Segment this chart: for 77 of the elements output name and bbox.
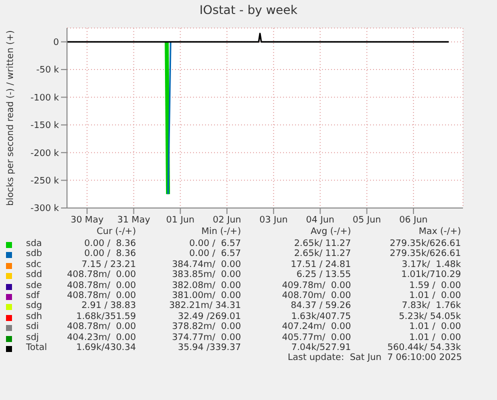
- text: Avg (-/+): [310, 227, 351, 237]
- legend-label: sdj: [26, 332, 39, 343]
- text: 35.94 /339.37: [176, 343, 241, 353]
- y-tick-label: -100 k: [30, 93, 60, 104]
- text: 404.23m/ 0.00: [66, 332, 136, 343]
- text: 2.91 / 38.83: [81, 301, 136, 312]
- x-tick-label: 06 Jun: [399, 215, 428, 226]
- text: Cur (-/+): [96, 227, 136, 237]
- y-tick-label: -250 k: [30, 176, 60, 187]
- text: 7.83k/ 1.76k: [400, 301, 461, 312]
- text: 378.82m/ 0.00: [170, 322, 241, 332]
- text: 408.78m/ 0.00: [66, 270, 136, 280]
- text: 382.21m/ 34.31: [168, 301, 241, 312]
- text: 84.37 / 59.26: [290, 301, 351, 312]
- text: 409.78m/ 0.00: [280, 280, 351, 291]
- text: 560.44k/ 54.33k: [386, 343, 461, 353]
- text: Last update: Sat Jun 7 06:10:00 2025: [286, 353, 462, 364]
- text: 408.78m/ 0.00: [66, 291, 136, 301]
- text: 2.65k/ 11.27: [293, 239, 351, 249]
- text: 17.51 / 24.81: [290, 260, 351, 270]
- text: 408.78m/ 0.00: [66, 322, 136, 332]
- legend-label: sdh: [26, 312, 42, 322]
- text: 0.00 / 8.36: [84, 249, 136, 260]
- text: 279.35k/626.61: [388, 239, 461, 249]
- y-axis-title: blocks per second read (-) / written (+): [6, 30, 16, 206]
- text: 405.77m/ 0.00: [280, 332, 351, 343]
- text: 1.01 / 0.00: [408, 332, 461, 343]
- text: 374.77m/ 0.00: [170, 332, 241, 343]
- legend-label: sda: [26, 239, 42, 249]
- text: 7.15 / 23.21: [81, 260, 136, 270]
- text: 6.25 / 13.55: [295, 270, 351, 280]
- legend-label: sdb: [26, 249, 42, 260]
- text: 1.68k/351.59: [76, 312, 136, 322]
- x-tick-label: 05 Jun: [352, 215, 382, 226]
- y-tick-label: -300 k: [30, 204, 60, 214]
- legend-label: Total: [26, 343, 48, 353]
- text: 3.17k/ 1.48k: [400, 260, 461, 270]
- text: 7.04k/527.91: [290, 343, 351, 353]
- y-tick-label: -50 k: [36, 66, 60, 76]
- x-tick-label: 30 May: [70, 215, 104, 226]
- text: 1.59 / 0.00: [408, 280, 461, 291]
- text: 381.00m/ 0.00: [170, 291, 241, 301]
- text: 5.23k/ 54.05k: [398, 312, 461, 322]
- x-tick-label: 03 Jun: [259, 215, 288, 226]
- text: 0.00 / 6.57: [188, 249, 241, 260]
- legend-label: sdg: [26, 301, 42, 312]
- text: 382.08m/ 0.00: [170, 280, 241, 291]
- legend-label: sdi: [26, 322, 39, 332]
- x-tick-label: 01 Jun: [166, 215, 195, 226]
- text: 1.01k/710.29: [400, 270, 461, 280]
- x-tick-label: 04 Jun: [306, 215, 334, 226]
- text: 1.01 / 0.00: [408, 291, 461, 301]
- x-tick-label: 02 Jun: [212, 215, 242, 226]
- y-tick-label: -150 k: [30, 121, 60, 132]
- text: 279.35k/626.61: [388, 249, 461, 260]
- x-tick-label: 31 May: [117, 215, 151, 226]
- text: 0.00 / 8.36: [84, 239, 136, 249]
- text: 32.49 /269.01: [176, 312, 241, 322]
- text: 408.78m/ 0.00: [66, 280, 136, 291]
- text: Min (-/+): [200, 227, 241, 237]
- text: 408.70m/ 0.00: [280, 291, 351, 301]
- y-tick-label: 0: [53, 38, 60, 48]
- text: 1.69k/430.34: [76, 343, 136, 353]
- text: 383.85m/ 0.00: [170, 270, 241, 280]
- text: 407.24m/ 0.00: [280, 322, 351, 332]
- legend-label: sdd: [26, 270, 42, 280]
- chart-title: IOstat - by week: [198, 3, 299, 17]
- y-tick-label: -200 k: [30, 148, 60, 159]
- text: 1.01 / 0.00: [408, 322, 461, 332]
- text: Max (-/+): [418, 227, 461, 237]
- text: 384.74m/ 0.00: [170, 260, 241, 270]
- text: 2.65k/ 11.27: [293, 249, 351, 260]
- legend-label: sde: [26, 280, 42, 291]
- legend-label: sdf: [26, 291, 40, 301]
- legend-label: sdc: [26, 260, 42, 270]
- text: 0.00 / 6.57: [188, 239, 241, 249]
- text: 1.63k/407.75: [290, 312, 351, 322]
